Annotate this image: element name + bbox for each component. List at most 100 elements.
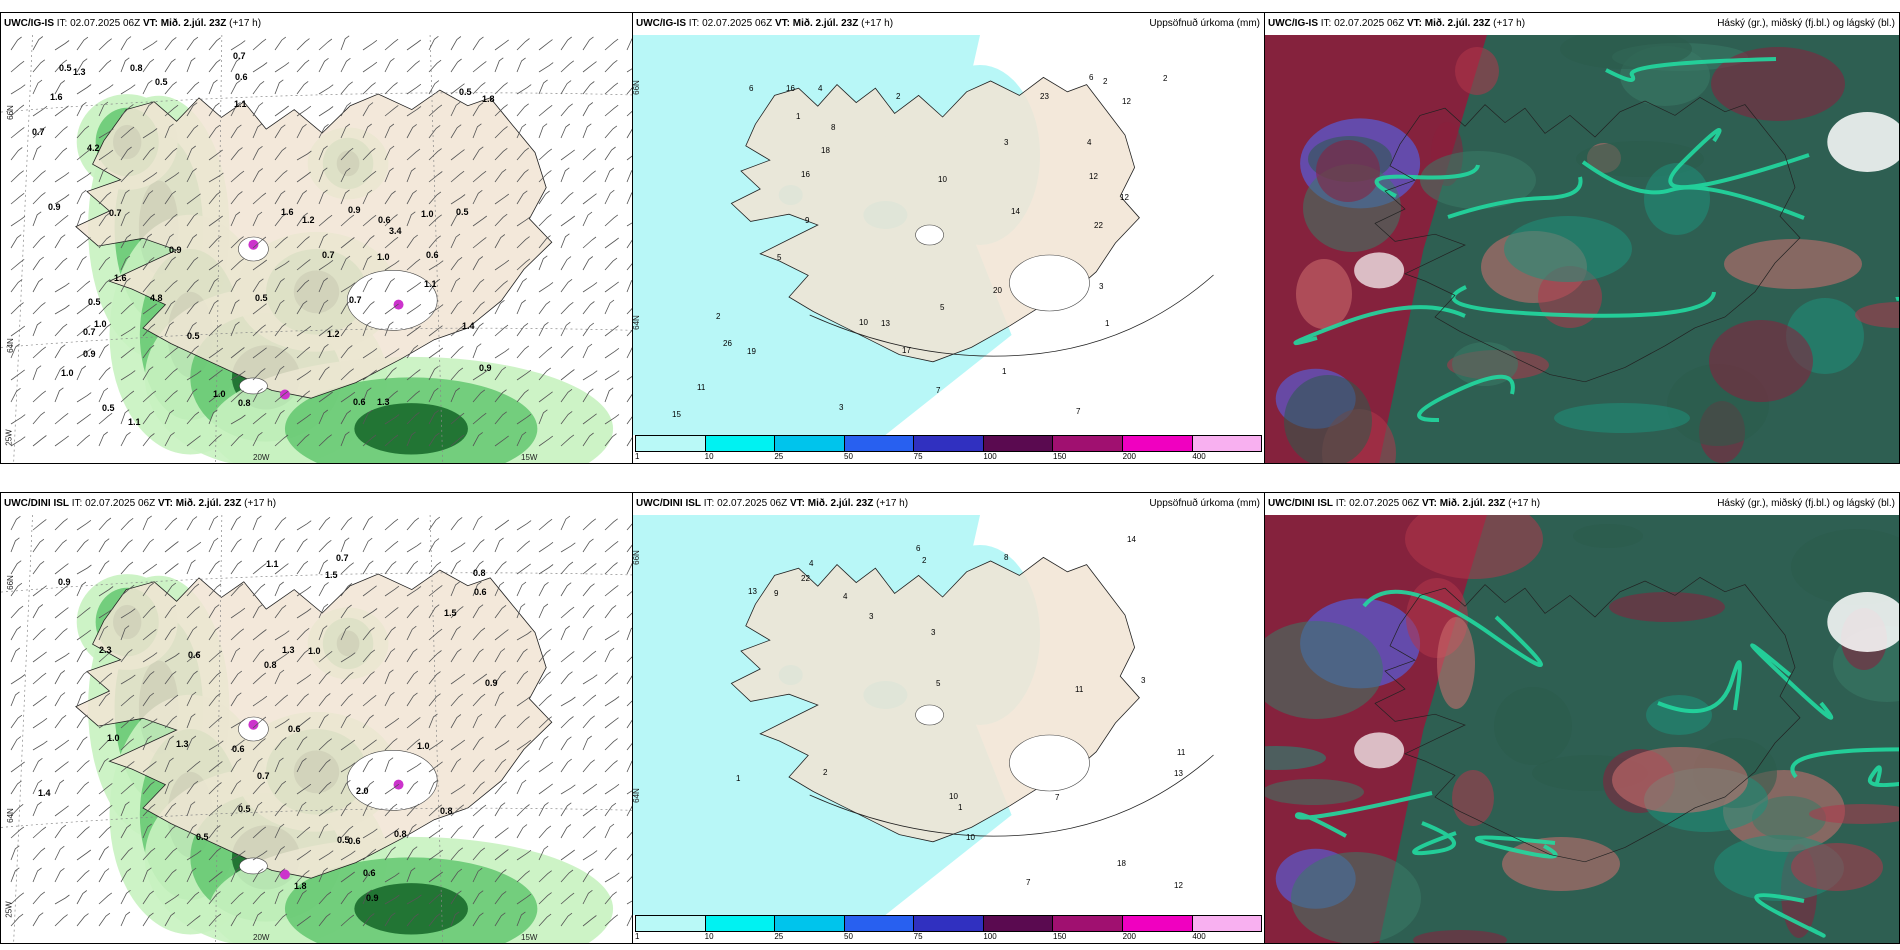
clear-sky (1354, 732, 1405, 769)
precip-value-label: 3 (1099, 282, 1104, 291)
precip-value-label: 3 (931, 628, 936, 637)
model-name: UWC/IG-IS (4, 18, 54, 29)
precip-value-label: 13 (1174, 769, 1183, 778)
clear-sky (1827, 112, 1899, 172)
map-canvas (1265, 515, 1899, 943)
panel-header: UWC/DINI ISL IT: 02.07.2025 06Z VT: Mið.… (633, 493, 1264, 515)
it-value: 02.07.2025 06Z (85, 498, 156, 509)
precip-value-label: 0.6 (235, 72, 248, 82)
precip-value-label: 11 (1177, 748, 1186, 757)
vt-label: VT: (142, 18, 158, 29)
precip-value-label: 0.6 (188, 650, 201, 660)
map-clouds-igis[interactable] (1265, 35, 1899, 463)
precip-value-label: 0.7 (109, 208, 122, 218)
lat-66-label: 66N (5, 575, 15, 590)
map-wind-dini[interactable]: 0.7 0.8 2.3 0.8 1.3 0.9 0.8 0.5 0.9 1.0 1.4 1.1 1.5 0… (1, 515, 632, 943)
colorbar-swatch (1053, 436, 1123, 452)
precip-value-label: 0.6 (288, 724, 301, 734)
precip-value-label: 1.0 (213, 389, 226, 399)
precip-value-label: 7 (1055, 793, 1060, 802)
vt-label: VT: (1406, 18, 1422, 29)
precip-value-label: 0.6 (426, 250, 439, 260)
glacier-vatnajokull (346, 270, 438, 331)
vt-label: VT: (774, 18, 790, 29)
precip-value-label: 2 (1163, 74, 1168, 83)
graticule (1, 515, 632, 943)
precip-value-label: 11 (697, 383, 706, 392)
precip-value-label: 22 (801, 574, 810, 583)
panel-subtitle: Háský (gr.), miðský (fj.bl.) og lágský (… (1717, 498, 1895, 509)
glacier-vatnajokull (1009, 734, 1090, 792)
panel-header: UWC/DINI ISL IT: 02.07.2025 06Z VT: Mið.… (1, 493, 632, 515)
lat-66-label: 66N (632, 80, 641, 95)
clear-sky (1354, 252, 1405, 289)
lon-25-label: 25W (4, 429, 14, 446)
coast-contour (809, 274, 1214, 357)
heavy-precip-spot (248, 719, 259, 730)
panel-dini-precip: UWC/DINI ISL IT: 02.07.2025 06Z VT: Mið.… (632, 492, 1265, 944)
cloud-shading (1265, 515, 1899, 943)
vt-value: Mið. 2.júl. 23Z (175, 498, 242, 509)
glacier-myrdalsjokull (239, 377, 268, 395)
precip-value-label: 1 (958, 803, 963, 812)
glacier-myrdalsjokull (239, 857, 268, 875)
map-precip-dini[interactable]: 1 3 13 4 2 11 7 14 22 18 10 11 12 8 9 3 5 4 6 2 7 1 3 10 13 (633, 515, 1264, 915)
precip-value-label: 23 (1040, 92, 1049, 101)
precip-value-label: 4 (809, 559, 814, 568)
it-value: 02.07.2025 06Z (702, 18, 773, 29)
precip-value-label: 3 (869, 612, 874, 621)
heavy-precip-spot (279, 869, 290, 880)
precip-value-label: 18 (1117, 859, 1126, 868)
precip-value-label: 9 (774, 589, 779, 598)
colorbar-swatch (775, 436, 845, 452)
map-wind-igis[interactable]: 0.6 1.0 0.7 0.5 1.0 0.7 0.7 0.9 1.1 0.5 0.8 0.8 1.3 4… (1, 35, 632, 463)
panel-dini-wind: UWC/DINI ISL IT: 02.07.2025 06Z VT: Mið.… (0, 492, 633, 944)
colorbar-swatch (844, 916, 915, 932)
panel-igis-precip: UWC/IG-IS IT: 02.07.2025 06Z VT: Mið. 2.… (632, 12, 1265, 464)
heavy-precip-spot (393, 299, 404, 310)
precip-value-label: 1 (1002, 367, 1007, 376)
map-canvas (1265, 35, 1899, 463)
it-value: 02.07.2025 06Z (70, 18, 141, 29)
glacier-langjokull (915, 224, 944, 246)
precip-value-label: 17 (902, 346, 911, 355)
wind-barbs (10, 35, 632, 447)
map-clouds-dini[interactable] (1265, 515, 1899, 943)
precip-value-label: 1.3 (176, 739, 189, 749)
precip-value-label: 18 (821, 146, 830, 155)
colorbar-swatch (705, 436, 776, 452)
lead-time: (+17 h) (876, 498, 909, 509)
precip-value-label: 11 (1075, 685, 1084, 694)
precip-value-label: 5 (940, 303, 945, 312)
precip-colorbar: 1 10 25 50 75 100 150 200 400 (633, 915, 1264, 943)
precip-value-label: 6 (749, 84, 754, 93)
precip-value-label: 0.9 (83, 349, 96, 359)
precip-value-label: 12 (1122, 97, 1131, 106)
precip-value-label: 4 (843, 592, 848, 601)
precip-value-label: 7 (1026, 878, 1031, 887)
precip-values: 0.7 0.8 2.3 0.8 1.3 0.9 0.8 0.5 0.9 1.0 1.4 1.1 1.5 0… (38, 553, 498, 903)
precip-value-label: 12 (1089, 172, 1098, 181)
cloud-shading (1265, 35, 1899, 463)
precip-value-label: 0.7 (257, 771, 270, 781)
precip-value-label: 7 (1076, 407, 1081, 416)
model-name: UWC/DINI ISL (1268, 498, 1333, 509)
lat-64-label: 64N (632, 788, 641, 803)
precip-value-label: 0.7 (83, 327, 96, 337)
coast-contour (809, 754, 1214, 837)
precip-value-label: 1.4 (462, 321, 475, 331)
precip-value-label: 0.6 (474, 587, 487, 597)
lon-25-label: 25W (4, 901, 14, 918)
precip-value-label: 1.0 (61, 368, 74, 378)
precip-value-label: 6 (916, 544, 921, 553)
precip-value-label: 10 (859, 318, 868, 327)
map-precip-igis[interactable]: 2 1 2 3 4 7 6 7 1 2 5 3 11 10 12 15 14 20 18 23 16 16 12 26 19 17… (633, 35, 1264, 435)
it-label: IT: (71, 498, 83, 509)
precip-value-label: 13 (748, 587, 757, 596)
precip-value-label: 1.6 (281, 207, 294, 217)
model-name: UWC/DINI ISL (636, 498, 701, 509)
precip-value-label: 0.9 (348, 205, 361, 215)
precip-value-label: 6 (1089, 73, 1094, 82)
